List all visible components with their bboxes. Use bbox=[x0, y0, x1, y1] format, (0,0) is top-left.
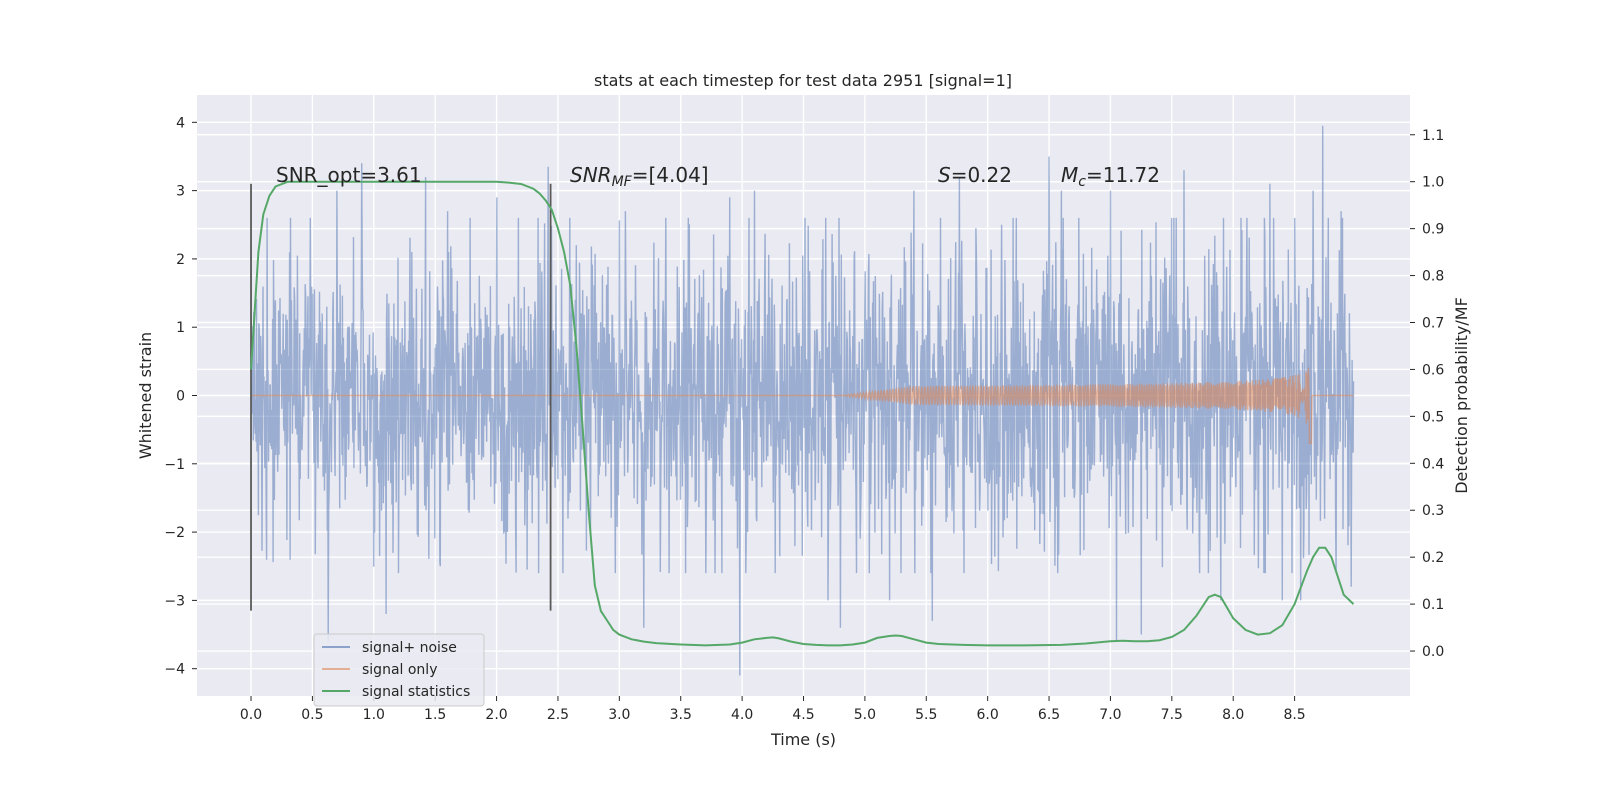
y-tick-label: −2 bbox=[164, 525, 185, 541]
x-tick-label: 6.5 bbox=[1038, 707, 1060, 723]
x-tick-label: 2.5 bbox=[547, 707, 569, 723]
y-tick-label: 0 bbox=[176, 389, 185, 405]
series-signal-statistics bbox=[250, 180, 1355, 647]
mc-main: M bbox=[1061, 163, 1078, 187]
x-tick-label: 4.0 bbox=[731, 707, 753, 723]
legend: signal+ noise signal only signal statist… bbox=[313, 633, 485, 707]
mc-sub: c bbox=[1078, 174, 1086, 190]
y-tick-label: 2 bbox=[176, 252, 185, 268]
y2-axis-label: Detection probability/MF bbox=[1452, 297, 1471, 494]
legend-label-noise: signal+ noise bbox=[362, 640, 457, 656]
y2-tick-label: 0.8 bbox=[1422, 269, 1444, 285]
y2-tick-label: 0.7 bbox=[1422, 315, 1444, 331]
y2-tick-label: 0.2 bbox=[1422, 550, 1444, 566]
x-tick-label: 7.5 bbox=[1161, 707, 1183, 723]
annotation-mc: Mc=11.72 bbox=[1061, 163, 1160, 190]
x-tick-label: 0.0 bbox=[240, 707, 262, 723]
mc-value: =11.72 bbox=[1086, 163, 1160, 187]
y2-tick-label: 0.5 bbox=[1422, 409, 1444, 425]
y-tick-label: 3 bbox=[176, 184, 185, 200]
x-tick-label: 7.0 bbox=[1099, 707, 1121, 723]
series-signal-only bbox=[251, 367, 1354, 444]
x-tick-label: 0.5 bbox=[301, 707, 323, 723]
signal-line bbox=[251, 367, 1354, 444]
legend-label-stats: signal statistics bbox=[362, 684, 470, 700]
y-tick-label: 4 bbox=[176, 115, 185, 131]
stats-line bbox=[250, 180, 1355, 647]
x-tick-label: 1.5 bbox=[424, 707, 446, 723]
vertical-markers bbox=[250, 183, 552, 611]
chart-title: stats at each timestep for test data 295… bbox=[594, 71, 1012, 90]
annotation-snr-mf: SNRMF=[4.04] bbox=[570, 163, 709, 190]
y-tick-label: −4 bbox=[164, 662, 185, 678]
x-tick-label: 2.0 bbox=[485, 707, 507, 723]
y-tick-label: −1 bbox=[164, 457, 185, 473]
annotation-s: S=0.22 bbox=[938, 163, 1012, 187]
series-signal-plus-noise bbox=[250, 125, 1355, 676]
axes: 0.0 0.5 1.0 1.5 2.0 2.5 3.0 3.5 4.0 4.5 5.0 5.5 6.0 6… bbox=[136, 115, 1471, 749]
annotations: SNR_opt=3.61 SNRMF=[4.04] S=0.22 Mc=11.7… bbox=[276, 163, 1160, 190]
x-tick-label: 8.0 bbox=[1222, 707, 1244, 723]
annotation-snr-opt: SNR_opt=3.61 bbox=[276, 163, 422, 187]
y-tick-label: 1 bbox=[176, 320, 185, 336]
y2-tick-label: 0.3 bbox=[1422, 503, 1444, 519]
x-tick-label: 5.0 bbox=[854, 707, 876, 723]
x-tick-label: 3.5 bbox=[670, 707, 692, 723]
y2-tick-label: 1.0 bbox=[1422, 175, 1444, 191]
noise-line bbox=[250, 125, 1355, 676]
y-tick-label: −3 bbox=[164, 593, 185, 609]
y2-tick-label: 0.9 bbox=[1422, 222, 1444, 238]
s-value: =0.22 bbox=[951, 163, 1012, 187]
y-axis-label: Whitened strain bbox=[136, 332, 155, 459]
x-tick-label: 1.0 bbox=[363, 707, 385, 723]
snr-mf-sub: MF bbox=[612, 174, 633, 190]
y2-tick-label: 0.4 bbox=[1422, 456, 1444, 472]
snr-mf-value: =[4.04] bbox=[632, 163, 709, 187]
x-axis-label: Time (s) bbox=[770, 730, 836, 749]
x-tick-label: 4.5 bbox=[792, 707, 814, 723]
x-tick-label: 6.0 bbox=[977, 707, 999, 723]
s-main: S bbox=[938, 163, 951, 187]
y2-tick-label: 0.6 bbox=[1422, 362, 1444, 378]
y2-tick-label: 0.1 bbox=[1422, 597, 1444, 613]
x-tick-label: 3.0 bbox=[608, 707, 630, 723]
legend-box bbox=[313, 633, 485, 707]
legend-label-signal: signal only bbox=[362, 662, 437, 678]
y2-tick-label: 0.0 bbox=[1422, 644, 1444, 660]
y2-tick-label: 1.1 bbox=[1422, 128, 1444, 144]
x-tick-label: 8.5 bbox=[1283, 707, 1305, 723]
x-tick-label: 5.5 bbox=[915, 707, 937, 723]
snr-mf-main: SNR bbox=[570, 163, 612, 187]
